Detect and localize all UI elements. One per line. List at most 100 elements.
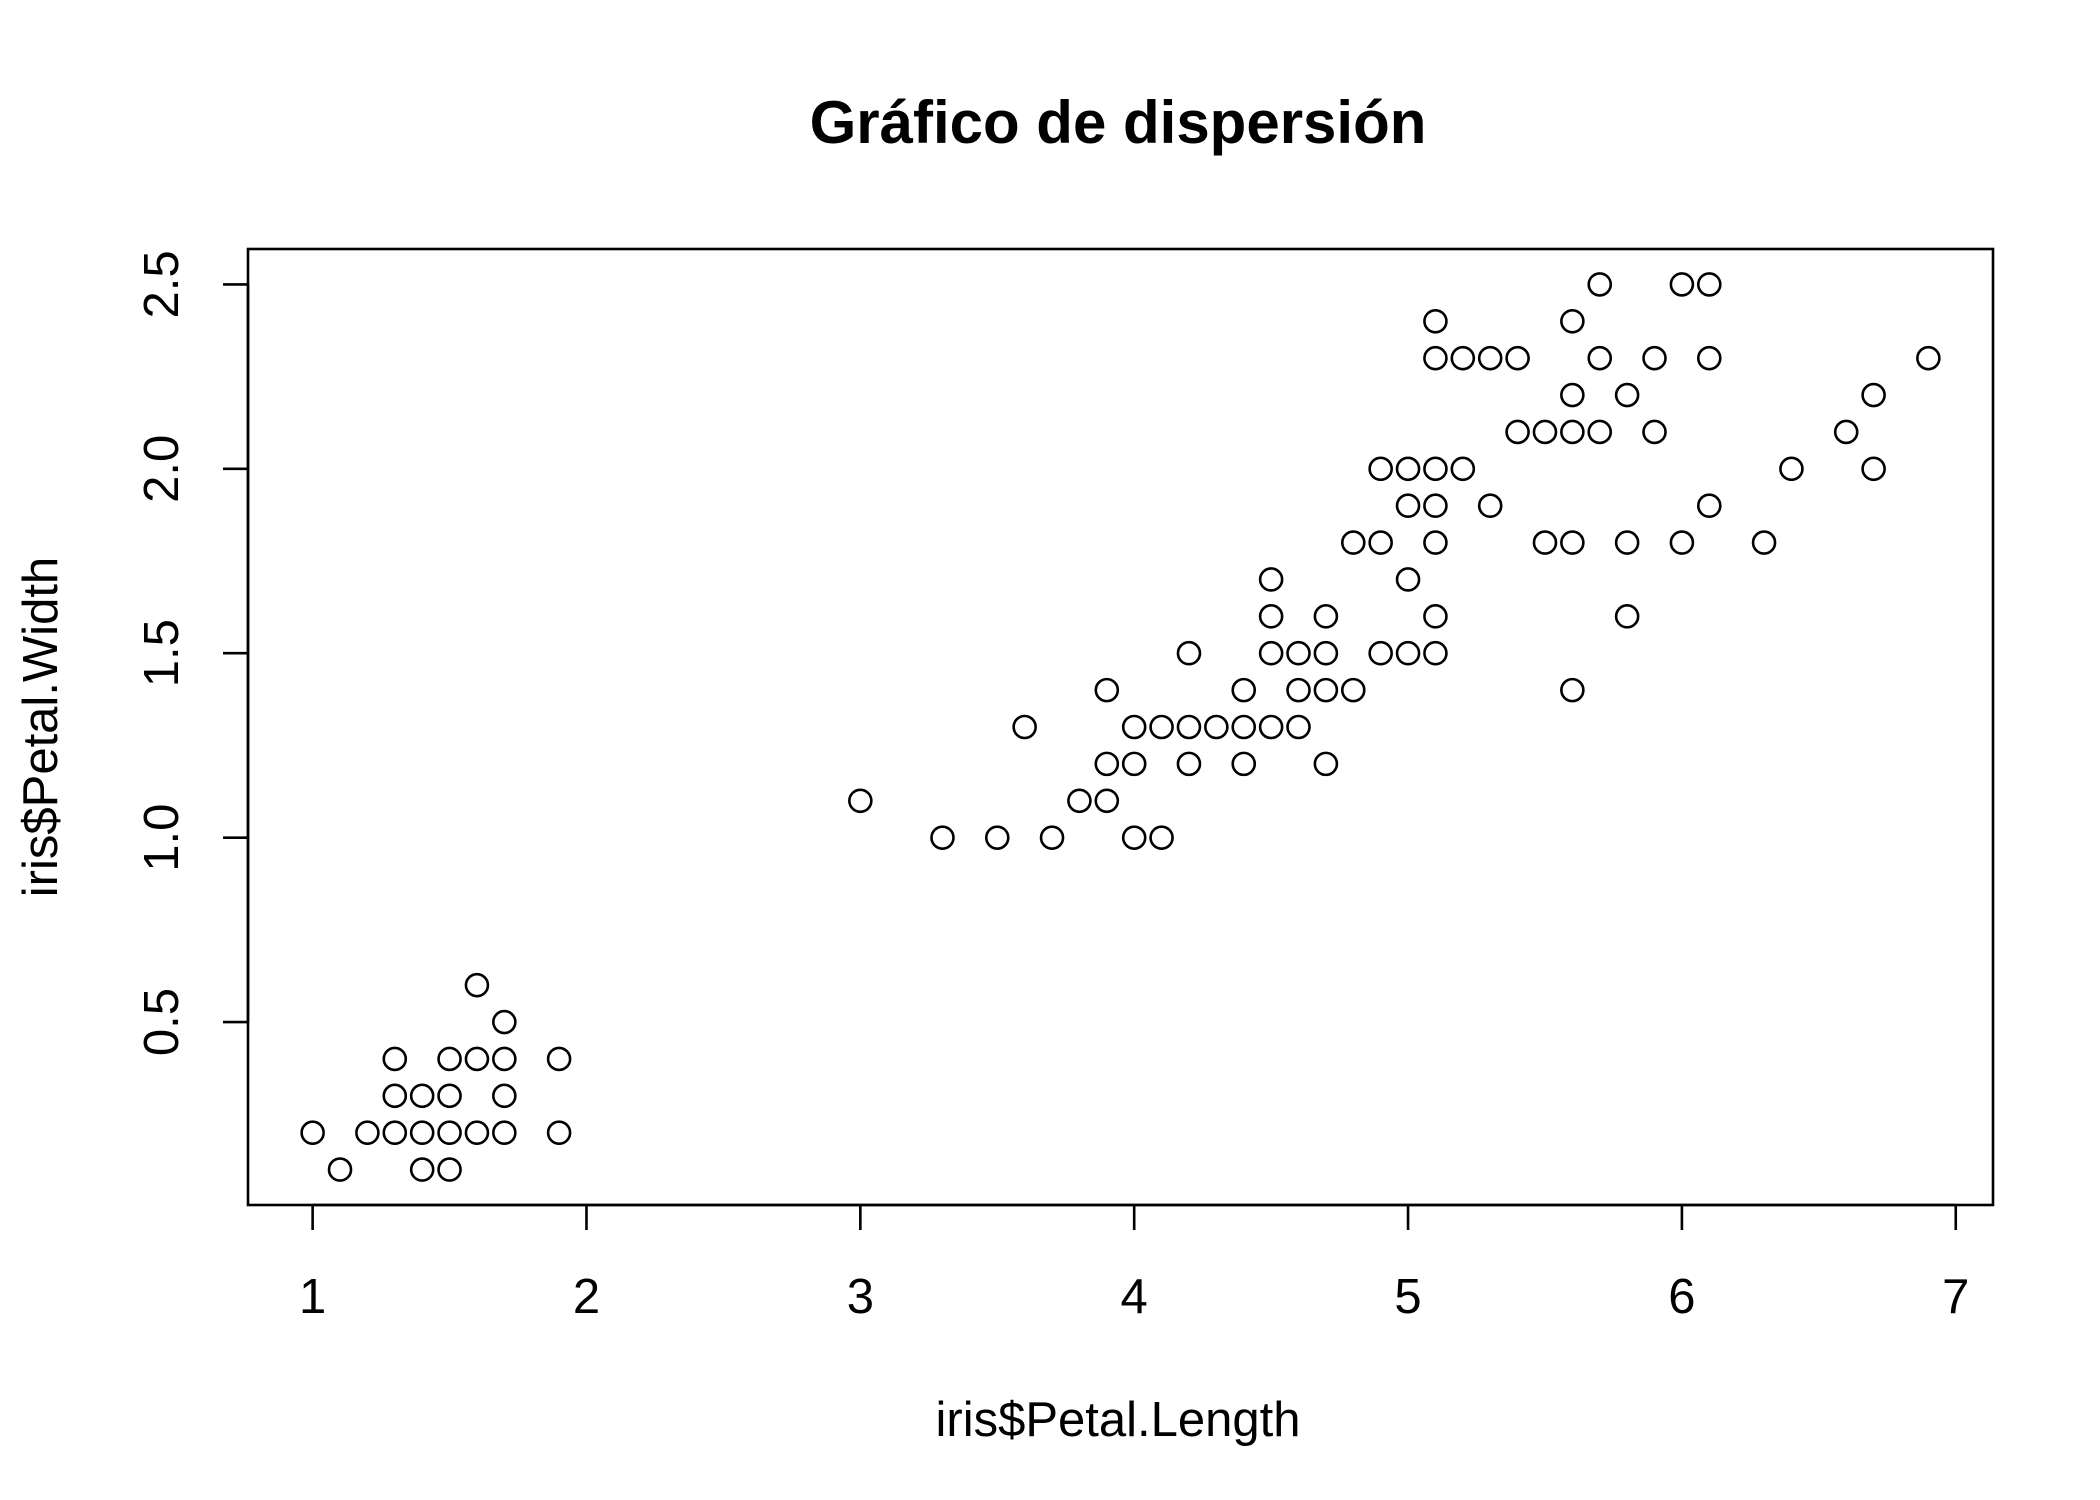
data-point xyxy=(1916,345,1941,371)
data-point xyxy=(1560,530,1585,555)
data-point xyxy=(492,1083,517,1109)
data-point xyxy=(464,972,490,998)
data-point xyxy=(1258,604,1284,629)
x-tick-label: 5 xyxy=(1394,1270,1421,1324)
data-point xyxy=(1204,714,1229,740)
x-tick-label: 4 xyxy=(1121,1270,1148,1324)
data-point xyxy=(1231,751,1257,777)
data-point xyxy=(1094,677,1120,703)
data-point xyxy=(492,1046,517,1072)
data-point xyxy=(1560,419,1585,445)
data-point xyxy=(1395,640,1421,666)
data-point xyxy=(1532,419,1558,445)
y-tick-label: 0.5 xyxy=(135,988,189,1056)
data-point xyxy=(1423,493,1448,519)
data-point xyxy=(355,1120,380,1146)
data-point xyxy=(1833,419,1859,445)
data-point xyxy=(1423,308,1448,334)
data-point xyxy=(1423,530,1448,555)
x-axis-label: iris$Petal.Length xyxy=(935,1393,1300,1447)
data-point xyxy=(1258,714,1284,740)
data-point xyxy=(1477,493,1503,519)
data-point xyxy=(1669,272,1695,297)
data-point xyxy=(1340,677,1366,703)
data-point xyxy=(1423,640,1448,666)
x-tick-label: 6 xyxy=(1668,1270,1695,1324)
data-point xyxy=(984,825,1010,850)
data-point xyxy=(382,1083,408,1109)
data-point xyxy=(1121,825,1147,850)
data-point xyxy=(1560,677,1585,703)
data-point xyxy=(1423,456,1448,482)
data-point xyxy=(546,1120,572,1146)
y-tick-label: 1.0 xyxy=(135,804,189,872)
data-point xyxy=(409,1157,435,1182)
data-point xyxy=(1450,456,1476,482)
data-point xyxy=(1532,530,1558,555)
data-point xyxy=(1861,456,1886,482)
x-tick-label: 3 xyxy=(847,1270,874,1324)
data-point xyxy=(1614,530,1640,555)
y-tick-label: 1.5 xyxy=(135,619,189,687)
data-point xyxy=(1231,714,1257,740)
data-point xyxy=(1395,567,1421,592)
data-point xyxy=(1149,825,1174,850)
data-point xyxy=(930,825,955,850)
data-point xyxy=(1423,604,1448,629)
data-point xyxy=(1012,714,1037,740)
data-point xyxy=(1560,308,1585,334)
data-point xyxy=(382,1120,408,1146)
data-point xyxy=(492,1120,517,1146)
data-point xyxy=(437,1157,462,1182)
data-points xyxy=(300,272,1941,1182)
data-point xyxy=(1368,640,1393,666)
data-point xyxy=(1779,456,1804,482)
data-point xyxy=(1231,677,1257,703)
data-point xyxy=(1176,714,1202,740)
data-point xyxy=(1313,751,1339,777)
y-axis-label: iris$Petal.Width xyxy=(14,557,68,897)
data-point xyxy=(1696,493,1722,519)
data-point xyxy=(1368,456,1393,482)
data-point xyxy=(1696,345,1722,371)
data-point xyxy=(1121,714,1147,740)
data-point xyxy=(1258,640,1284,666)
data-point xyxy=(1313,604,1339,629)
data-point xyxy=(1149,714,1174,740)
data-point xyxy=(409,1083,435,1109)
data-point xyxy=(1861,382,1886,408)
y-tick-label: 2.0 xyxy=(135,435,189,503)
x-tick-label: 1 xyxy=(299,1270,326,1324)
data-point xyxy=(1121,751,1147,777)
y-axis: 0.5 1.0 1.5 2.0 2.5 xyxy=(135,250,250,1056)
data-point xyxy=(1286,677,1311,703)
y-tick-label: 2.5 xyxy=(135,250,189,318)
data-point xyxy=(1751,530,1777,555)
data-point xyxy=(1669,530,1695,555)
data-point xyxy=(546,1046,572,1072)
data-point xyxy=(437,1120,462,1146)
data-point xyxy=(437,1046,462,1072)
plot-frame xyxy=(246,247,1995,1207)
data-point xyxy=(464,1120,490,1146)
data-point xyxy=(1587,272,1613,297)
x-tick-label: 7 xyxy=(1942,1270,1969,1324)
data-point xyxy=(1176,751,1202,777)
data-point xyxy=(1642,345,1667,371)
data-point xyxy=(1039,825,1065,850)
data-point xyxy=(464,1046,490,1072)
data-point xyxy=(1258,567,1284,592)
data-point xyxy=(1560,382,1585,408)
data-point xyxy=(437,1083,462,1109)
data-point xyxy=(1505,419,1530,445)
data-point xyxy=(1696,272,1722,297)
data-point xyxy=(1505,345,1530,371)
data-point xyxy=(1094,788,1120,814)
data-point xyxy=(1614,604,1640,629)
data-point xyxy=(1286,714,1311,740)
data-point xyxy=(300,1120,325,1146)
data-point xyxy=(1368,530,1393,555)
chart-title: Gráfico de dispersión xyxy=(810,89,1427,156)
x-tick-label: 2 xyxy=(573,1270,600,1324)
data-point xyxy=(1450,345,1476,371)
